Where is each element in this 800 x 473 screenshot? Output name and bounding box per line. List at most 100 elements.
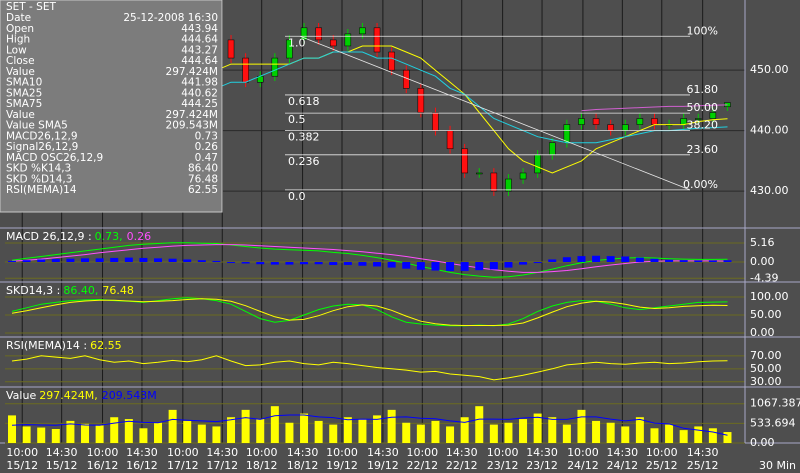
candle-body — [563, 124, 571, 143]
x-tick-label: 14:30 — [367, 446, 399, 459]
bar — [431, 420, 440, 443]
info-label: SMA75 — [6, 98, 42, 110]
y-tick-label: 30.00 — [750, 375, 782, 388]
panel-header: Value 297.424M, 209.543M — [6, 389, 157, 402]
fib-label: 38.20 — [687, 119, 719, 132]
candle-body — [315, 27, 322, 41]
candle-body — [622, 124, 629, 131]
fib-ratio: 0.0 — [288, 190, 306, 203]
bar — [446, 426, 455, 443]
bar — [212, 260, 221, 263]
info-label: Signal26,12,9 — [6, 141, 78, 153]
info-box-bg — [0, 0, 223, 213]
bar — [621, 256, 630, 263]
fib-label: 61.80 — [687, 83, 719, 96]
info-value: 0.26 — [195, 141, 219, 153]
x-tick-label: 14:30 — [46, 446, 78, 459]
bar — [504, 422, 513, 443]
bar — [66, 258, 75, 263]
info-value: 0.47 — [195, 152, 218, 164]
bar — [402, 262, 411, 269]
bar — [460, 262, 469, 271]
bar — [51, 429, 60, 443]
bar — [679, 260, 688, 263]
x-tick-label: 14:30 — [687, 446, 719, 459]
bar — [314, 262, 323, 265]
candle-body — [388, 51, 395, 71]
bar — [694, 260, 703, 263]
fib-label: 0.00% — [683, 178, 718, 191]
bar — [694, 426, 703, 443]
x-tick-label: 14:30 — [446, 446, 478, 459]
bar — [533, 262, 542, 264]
candle-body — [417, 88, 425, 113]
x-tick-label: 10:00 — [567, 446, 599, 459]
info-value: 25-12-2008 16:30 — [123, 12, 218, 24]
bar — [519, 262, 528, 265]
bar — [402, 422, 411, 443]
info-value: 62.55 — [188, 184, 218, 196]
bar — [723, 260, 732, 263]
series-line — [11, 298, 728, 326]
info-label: Date — [6, 12, 31, 24]
bar — [606, 422, 615, 443]
bar — [227, 262, 236, 264]
x-tick-label: 14:30 — [526, 446, 558, 459]
panel-header: SKD14,3 :86.40, 76.48 — [6, 284, 134, 297]
bar — [562, 257, 571, 263]
bar — [8, 260, 17, 263]
bar — [37, 259, 46, 263]
bar — [489, 424, 498, 443]
bar — [504, 262, 513, 268]
header-text: MACD 26,12,9 : — [6, 230, 92, 243]
bar — [154, 422, 163, 443]
header-text: RSI(MEMA)14 : — [6, 339, 87, 352]
x-tick-label: 10:00 — [246, 446, 278, 459]
header-value: 62.55 — [90, 339, 122, 352]
y-tick-label: 0.00 — [750, 255, 775, 268]
bar — [197, 424, 206, 443]
x-tick-label: 10:00 — [646, 446, 678, 459]
bar — [460, 417, 469, 443]
bar — [51, 259, 60, 263]
bar — [270, 262, 279, 265]
info-value: 297.424M — [166, 109, 218, 121]
bar — [329, 424, 338, 443]
bar — [373, 262, 382, 267]
y-tick-label: 5.16 — [750, 236, 775, 249]
info-label: MACD26,12,9 — [6, 130, 78, 142]
info-label: Open — [6, 23, 34, 35]
candle-body — [549, 142, 556, 156]
bar — [723, 432, 732, 443]
bar — [387, 262, 396, 268]
info-label: High — [6, 34, 30, 46]
x-tick-date: 22/12 — [446, 459, 478, 472]
info-value: 443.27 — [181, 44, 218, 56]
x-tick-label: 10:00 — [87, 446, 119, 459]
bar — [212, 426, 221, 443]
y-tick-label: -4.39 — [750, 271, 778, 284]
bar — [81, 258, 90, 263]
bar — [621, 426, 630, 443]
info-label: Low — [6, 44, 27, 56]
series-line — [11, 414, 728, 436]
fib-label: 100% — [687, 24, 718, 37]
candle-body — [505, 178, 512, 192]
candle-body — [300, 27, 308, 41]
fib-label: 50.00 — [687, 101, 719, 114]
bar — [22, 260, 31, 263]
x-tick-date: 22/12 — [406, 459, 438, 472]
bar — [270, 406, 279, 443]
y-tick-label: 50.00 — [750, 362, 782, 375]
info-label: Value — [6, 66, 35, 78]
fib-ratio: 0.382 — [288, 131, 320, 144]
info-label: Close — [6, 55, 35, 67]
candle-body — [242, 57, 249, 83]
x-tick-date: 17/12 — [167, 459, 199, 472]
bar — [124, 257, 133, 263]
bar — [708, 428, 717, 443]
y-tick-label: 440.00 — [750, 124, 789, 137]
x-tick-date: 15/12 — [6, 459, 38, 472]
bar — [168, 409, 177, 443]
bar — [22, 426, 31, 443]
